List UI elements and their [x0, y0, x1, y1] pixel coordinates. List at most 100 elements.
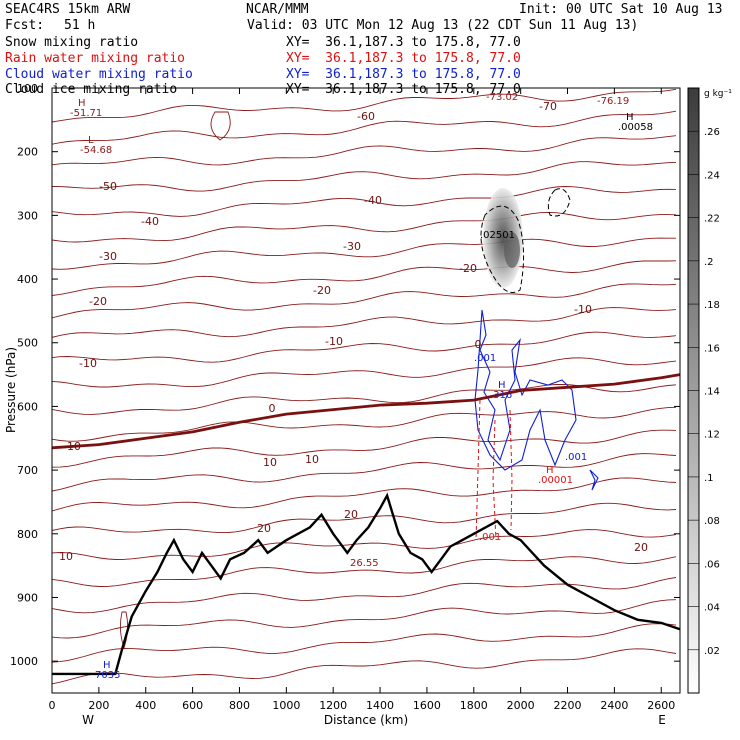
extremum-marker: H [103, 660, 111, 671]
x-tick-label: 800 [229, 699, 250, 712]
temperature-contour [52, 529, 677, 560]
field-name-snow: Snow mixing ratio [5, 35, 139, 50]
temperature-contour [52, 429, 677, 468]
extremum-marker: H [78, 98, 86, 109]
temperature-contour [52, 383, 677, 415]
temperature-contour [52, 110, 677, 145]
temperature-contour [52, 260, 677, 296]
temperature-contour [52, 623, 677, 663]
field-xy-rain: XY= 36.1,187.3 to 175.8, 77.0 [286, 51, 521, 66]
fcst-label: Fcst: [5, 18, 45, 33]
colorbar-tick-label: .04 [704, 603, 720, 614]
temperature-contours [52, 88, 677, 685]
x-tick-label: 2600 [647, 699, 675, 712]
contour-labels: -70 -60 -50 -40 -40 -30 -30 -20 -20 -20 -10 -10 -10 0… [59, 92, 653, 681]
west-label: W [82, 713, 94, 727]
colorbar-tick-label: .14 [704, 387, 720, 398]
contour-label: 10 [67, 440, 81, 453]
y-tick-label: 800 [17, 528, 38, 541]
east-label: E [658, 713, 666, 727]
contour-label: -40 [364, 194, 382, 207]
colorbar-tick-label: .08 [704, 516, 720, 527]
temperature-contour [52, 502, 677, 534]
contour-label: -40 [141, 215, 159, 228]
extremum-value: .316 [490, 390, 512, 401]
temperature-contour [52, 577, 677, 614]
y-tick-label: 400 [17, 273, 38, 286]
x-tick-label: 1800 [460, 699, 488, 712]
extremum-value: 7035 [95, 670, 120, 681]
contour-label: -30 [343, 240, 361, 253]
extremum-value: .001 [474, 353, 496, 364]
y-tick-label: 500 [17, 337, 38, 350]
cloud-ice-contour [480, 205, 525, 293]
contour-label: -70 [539, 100, 557, 113]
temperature-contour [52, 283, 677, 319]
contour-label: -20 [89, 295, 107, 308]
field-name-cloud-ice: Cloud ice mixing ratio [5, 82, 178, 97]
plot-frame [51, 87, 681, 694]
extremum-value: 26.55 [350, 558, 379, 569]
ice-core [504, 232, 520, 268]
x-tick-label: 2000 [507, 699, 535, 712]
colorbar-tick-label: .16 [704, 343, 720, 354]
x-tick-label: 2400 [600, 699, 628, 712]
temperature-contour [52, 186, 677, 217]
cloud-water-contour-east [589, 469, 599, 491]
extremum-value: -51.71 [70, 108, 102, 119]
temperature-contour [52, 648, 677, 685]
temperature-contour [52, 357, 677, 388]
contour-label: 20 [344, 508, 358, 521]
x-tick-label: 1600 [413, 699, 441, 712]
colorbar-tick-label: .06 [704, 559, 720, 570]
extremum-value: .001 [479, 532, 501, 543]
field-xy-cloud-water: XY= 36.1,187.3 to 175.8, 77.0 [286, 67, 521, 82]
contour-label: -20 [313, 284, 331, 297]
contour-label: 10 [305, 453, 319, 466]
init-time: Init: 00 UTC Sat 10 Aug 13 [519, 2, 723, 17]
cloud-ice-contour-east [547, 188, 571, 217]
x-tick-label: 1000 [272, 699, 300, 712]
contour-label: -50 [99, 180, 117, 193]
colorbar-unit: g kg⁻¹ [704, 89, 732, 99]
extremum-marker: H [546, 465, 554, 476]
temperature-contour [52, 477, 677, 512]
zero-isotherm-line [52, 373, 680, 450]
colorbar-tick-label: .22 [704, 214, 720, 225]
contour-label: -10 [325, 335, 343, 348]
extremum-value: -54.68 [80, 145, 112, 156]
x-tick-label: 600 [182, 699, 203, 712]
terrain-line [52, 492, 680, 676]
org-label: NCAR/MMM [246, 2, 309, 17]
colorbar-tick-label: .18 [704, 300, 720, 311]
contour-label: 0 [269, 402, 276, 415]
x-tick-label: 1200 [319, 699, 347, 712]
x-tick-label: 2200 [554, 699, 582, 712]
contour-label: -30 [99, 250, 117, 263]
colorbar-tick-label: .24 [704, 170, 720, 181]
field-name-rain: Rain water mixing ratio [5, 51, 186, 66]
field-xy-cloud-ice: XY= 36.1,187.3 to 175.8, 77.0 [286, 82, 521, 97]
temperature-contour [52, 331, 677, 363]
temperature-contour [52, 161, 677, 192]
contour-label: 10 [263, 456, 277, 469]
extremum-value: .00001 [538, 475, 573, 486]
extremum-value: .02501 [480, 230, 515, 241]
colorbar-tick-label: .02 [704, 646, 720, 657]
y-axis-title: Pressure (hPa) [4, 347, 18, 433]
contour-label: -20 [459, 262, 477, 275]
temperature-contour [52, 406, 677, 442]
x-tick-label: 1400 [366, 699, 394, 712]
x-axis-title: Distance (km) [324, 713, 408, 727]
colorbar-tick-label: .26 [704, 127, 720, 138]
temperature-contour [52, 453, 677, 492]
extremum-value: -73.02 [486, 92, 518, 103]
contour-label: -10 [79, 357, 97, 370]
extremum-value: .001 [565, 452, 587, 463]
contour-label: 20 [257, 522, 271, 535]
rain-water-contour [475, 399, 513, 541]
extremum-marker: H [498, 380, 506, 391]
temperature-contour [52, 135, 677, 166]
field-name-cloud-water: Cloud water mixing ratio [5, 67, 193, 82]
